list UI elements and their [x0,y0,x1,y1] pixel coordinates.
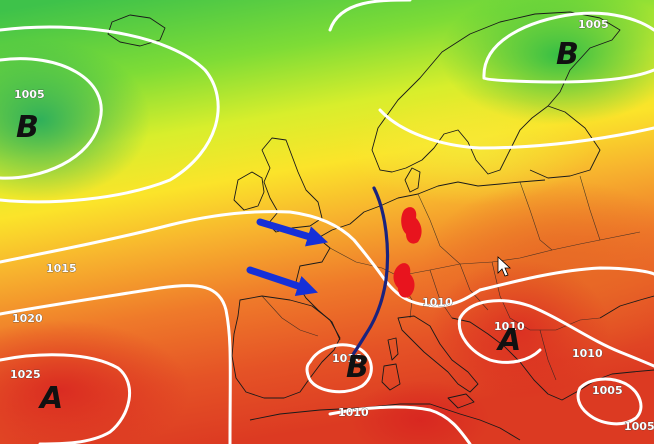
iso-label-1010-spain: 1010 [332,352,363,365]
low-field-atlantic [0,40,150,200]
isobar-1015 [0,210,482,308]
high-field-azores [0,320,190,444]
isobar-1025 [0,353,132,444]
low-center-scandinavia: B [556,37,579,72]
isobar-1005-ne [482,11,654,84]
iso-label-1010-africa: 1010 [338,406,369,419]
isobar-1010-low-spain [305,343,373,394]
iso-label-1005-nw: 1005 [14,88,45,101]
storm-cell-north [401,207,422,244]
iso-label-1005-ne: 1005 [578,18,609,31]
wind-arrows [246,218,329,296]
iso-label-1010-alps: 1010 [422,296,453,309]
isobar-1010-africa [328,405,472,444]
coastlines [107,11,654,441]
iso-label-1010-greece: 1010 [572,347,603,360]
iso-label-1005-se2: 1005 [624,420,654,433]
mouse-cursor-icon [497,256,512,277]
iso-label-1010-balkans: 1010 [494,320,525,333]
isobar-1020 [0,284,232,444]
yellow-field-baltic [350,95,590,205]
high-center-balkans: A [496,323,521,358]
iso-label-1020-w: 1020 [12,312,43,325]
low-center-atlantic: B [16,110,39,145]
iso-label-1025-sw: 1025 [10,368,41,381]
storm-cell-south [393,263,415,298]
pressure-centers: B B A B A [16,37,579,416]
isobar-1005-nw [0,57,103,180]
isobar-1010-balkans [457,299,654,368]
isobar-1010-ne [328,0,654,150]
isobar-1010-nw [0,25,220,204]
isobar-labels: 1005 1005 1015 1020 1025 1010 1010 1010 … [10,18,654,434]
isobar-1015-east [478,266,654,292]
iso-label-1015-w: 1015 [46,262,77,275]
isobar-1005-se [576,377,643,426]
iso-label-1005-se: 1005 [592,384,623,397]
storm-cells [393,207,422,298]
low-center-spain: B [346,350,369,385]
cold-front [350,186,390,358]
wind-arrow-2 [246,266,318,296]
high-field-balkans [430,260,610,400]
low-field-scandinavia [440,0,654,125]
wind-arrow-1 [256,218,329,247]
high-center-azores: A [38,381,63,416]
